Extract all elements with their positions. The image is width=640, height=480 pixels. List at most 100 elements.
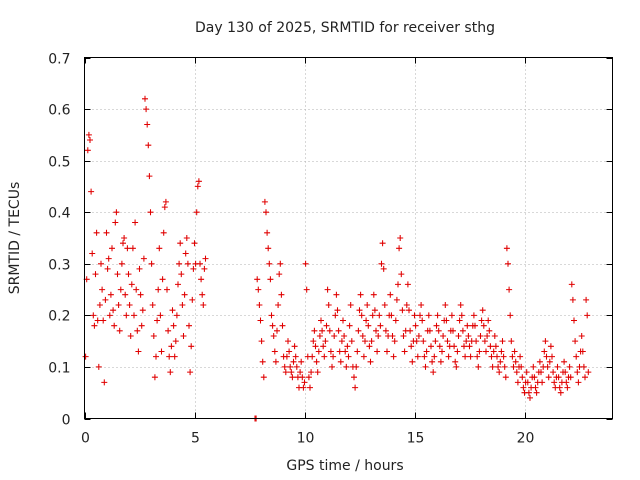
- data-point: [495, 363, 502, 370]
- data-point: [302, 260, 309, 267]
- data-point: [450, 327, 456, 334]
- data-point: [369, 312, 376, 319]
- data-point: [149, 302, 156, 308]
- data-point: [168, 343, 175, 350]
- data-point: [555, 374, 562, 381]
- data-point: [523, 369, 530, 376]
- data-point: [580, 363, 587, 370]
- data-point: [507, 312, 514, 319]
- data-point: [456, 317, 463, 324]
- data-point: [129, 245, 136, 252]
- data-point: [324, 286, 331, 293]
- data-point: [396, 245, 403, 252]
- data-point: [490, 348, 497, 355]
- data-point: [274, 327, 280, 334]
- data-point: [90, 312, 97, 319]
- data-point: [312, 343, 319, 350]
- data-point: [137, 291, 144, 298]
- data-point: [404, 281, 411, 288]
- data-point: [451, 343, 458, 350]
- data-point: [313, 358, 320, 365]
- data-point: [178, 271, 185, 278]
- data-point: [95, 363, 102, 370]
- data-point: [467, 353, 474, 360]
- data-point: [439, 348, 445, 355]
- data-point: [355, 327, 362, 334]
- data-point: [442, 302, 449, 308]
- data-point: [571, 317, 577, 324]
- data-point: [425, 312, 432, 319]
- data-point: [423, 348, 430, 355]
- data-point: [491, 333, 498, 339]
- data-point: [428, 343, 434, 350]
- data-point: [403, 302, 410, 308]
- data-point: [85, 131, 92, 138]
- data-point: [151, 374, 158, 381]
- data-point: [111, 322, 118, 329]
- data-point: [480, 322, 487, 329]
- data-point: [310, 338, 317, 345]
- data-point: [278, 291, 285, 298]
- data-point: [183, 235, 190, 241]
- data-point: [140, 255, 147, 262]
- data-point: [481, 338, 488, 345]
- data-point: [458, 312, 465, 319]
- data-point: [267, 276, 274, 283]
- data-point: [392, 317, 399, 324]
- data-point: [455, 333, 462, 339]
- data-point: [368, 338, 375, 345]
- tick-labels: 0 5 10 15 20 0 0.1 0.2 0.3 0.4 0.5 0.6 0.7: [48, 52, 534, 447]
- data-point: [517, 353, 524, 360]
- data-point: [435, 327, 442, 334]
- data-point: [363, 317, 370, 324]
- data-point: [347, 302, 354, 308]
- data-point: [551, 379, 558, 386]
- data-point: [258, 338, 265, 345]
- data-point: [323, 322, 330, 329]
- data-point: [182, 250, 189, 257]
- data-point: [497, 358, 504, 365]
- data-point: [542, 338, 549, 345]
- data-point: [518, 363, 525, 370]
- data-point: [201, 265, 208, 272]
- data-point: [112, 219, 119, 226]
- data-point: [254, 276, 261, 283]
- data-point: [171, 353, 178, 360]
- data-point: [165, 327, 172, 334]
- data-point: [430, 369, 437, 376]
- data-point: [286, 348, 293, 355]
- data-point: [288, 369, 295, 376]
- data-point: [177, 240, 184, 247]
- data-point: [388, 312, 395, 319]
- x-tick-label: 10: [297, 431, 315, 447]
- data-point: [109, 245, 115, 252]
- y-tick-label: 0.3: [48, 258, 70, 274]
- data-point: [541, 348, 548, 355]
- data-point: [354, 348, 361, 355]
- data-point: [125, 271, 132, 278]
- data-point: [543, 353, 550, 360]
- data-point: [360, 353, 367, 360]
- data-point: [164, 286, 170, 293]
- data-point: [98, 260, 104, 267]
- data-point: [321, 353, 328, 360]
- data-point: [524, 379, 531, 386]
- data-point: [88, 188, 95, 195]
- data-point: [272, 358, 279, 365]
- data-points: [82, 95, 592, 422]
- data-point: [181, 291, 188, 298]
- data-point: [457, 302, 464, 308]
- data-point: [422, 363, 429, 370]
- y-tick-label: 0: [62, 413, 71, 429]
- data-point: [265, 245, 272, 252]
- data-point: [269, 322, 276, 329]
- data-point: [115, 302, 122, 308]
- data-point: [132, 219, 139, 226]
- data-point: [100, 317, 107, 324]
- chart-title: Day 130 of 2025, SRMTID for receiver sth…: [195, 20, 495, 36]
- data-point: [362, 338, 368, 345]
- data-point: [173, 312, 180, 319]
- data-point: [395, 281, 401, 288]
- data-point: [487, 343, 494, 350]
- data-point: [527, 394, 533, 401]
